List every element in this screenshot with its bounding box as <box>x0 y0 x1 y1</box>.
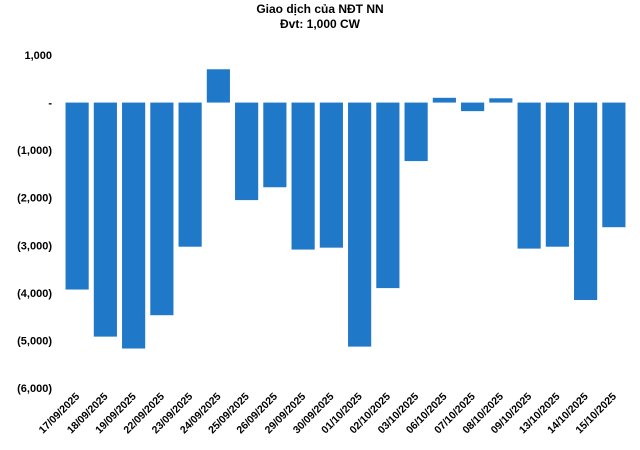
y-tick-label: (5,000) <box>17 335 52 347</box>
chart-title-block: Giao dịch của NĐT NN Đvt: 1,000 CW <box>0 2 640 32</box>
bar <box>150 102 174 316</box>
chart-subtitle: Đvt: 1,000 CW <box>279 17 361 31</box>
bar <box>545 102 569 247</box>
x-axis: 17/09/202518/09/202519/09/202522/09/2025… <box>37 391 620 437</box>
bar <box>206 69 230 103</box>
bar <box>319 102 343 248</box>
bar <box>404 102 428 162</box>
bar <box>263 102 287 188</box>
bar <box>348 102 372 347</box>
bar <box>574 102 598 300</box>
bar <box>65 102 89 290</box>
y-tick-label: - <box>48 98 52 110</box>
bar <box>291 102 315 250</box>
y-axis: 1,000 - (1,000) (2,000) (3,000) (4,000) (5,000… <box>17 50 52 395</box>
bar <box>602 102 626 228</box>
bar <box>432 97 456 103</box>
bar <box>235 102 259 201</box>
bar <box>489 98 513 103</box>
y-tick-label: 1,000 <box>24 50 52 62</box>
y-tick-label: (2,000) <box>17 193 52 205</box>
y-tick-label: (6,000) <box>17 383 52 395</box>
y-tick-label: (4,000) <box>17 288 52 300</box>
y-tick-label: (3,000) <box>17 240 52 252</box>
bar <box>178 102 202 247</box>
chart-title: Giao dịch của NĐT NN <box>256 2 384 16</box>
bar <box>376 102 400 289</box>
bar <box>461 102 485 112</box>
y-tick-label: (1,000) <box>17 145 52 157</box>
bars <box>65 69 626 349</box>
bar <box>93 102 117 337</box>
bar <box>517 102 541 249</box>
bar <box>122 102 146 349</box>
